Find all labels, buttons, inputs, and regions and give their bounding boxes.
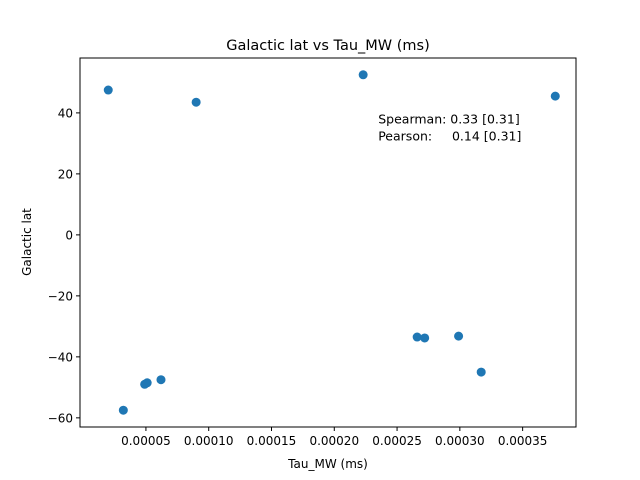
y-tick-label: −60 xyxy=(48,411,73,425)
data-point xyxy=(191,97,201,107)
x-axis-label: Tau_MW (ms) xyxy=(287,457,368,471)
data-point xyxy=(476,367,486,377)
x-tick-label: 0.00005 xyxy=(121,434,171,448)
data-point xyxy=(420,333,430,343)
marks-layer xyxy=(103,70,560,415)
data-point xyxy=(454,331,464,341)
x-tick-label: 0.00020 xyxy=(309,434,359,448)
data-point xyxy=(550,91,560,101)
y-axis-label: Galactic lat xyxy=(20,208,34,276)
y-tick-label: 0 xyxy=(65,228,73,242)
y-tick-label: 20 xyxy=(58,167,73,181)
correlation-annotation: Spearman: 0.33 [0.31] xyxy=(378,112,519,127)
correlation-annotation: Pearson: 0.14 [0.31] xyxy=(378,128,521,143)
plot-frame xyxy=(79,57,577,428)
y-tick-label: −40 xyxy=(48,350,73,364)
y-tick-label: −20 xyxy=(48,289,73,303)
data-point xyxy=(412,332,422,342)
y-tick-label: 40 xyxy=(58,106,73,120)
x-tick-label: 0.00035 xyxy=(498,434,548,448)
x-tick-label: 0.00010 xyxy=(184,434,234,448)
x-tick-label: 0.00025 xyxy=(372,434,422,448)
chart-title: Galactic lat vs Tau_MW (ms) xyxy=(226,38,430,54)
y-axis: −60 −40 −20 0 20 40 xyxy=(48,106,80,425)
data-point xyxy=(358,70,368,80)
data-point xyxy=(103,85,113,95)
data-point xyxy=(118,405,128,415)
data-point xyxy=(142,378,152,388)
annotations-layer: Spearman: 0.33 [0.31]Pearson: 0.14 [0.31… xyxy=(378,112,521,144)
x-tick-label: 0.00030 xyxy=(435,434,485,448)
x-axis: 0.00005 0.00010 0.00015 0.00020 0.00025 0.000… xyxy=(121,427,547,448)
x-tick-label: 0.00015 xyxy=(247,434,297,448)
data-point xyxy=(156,375,166,385)
